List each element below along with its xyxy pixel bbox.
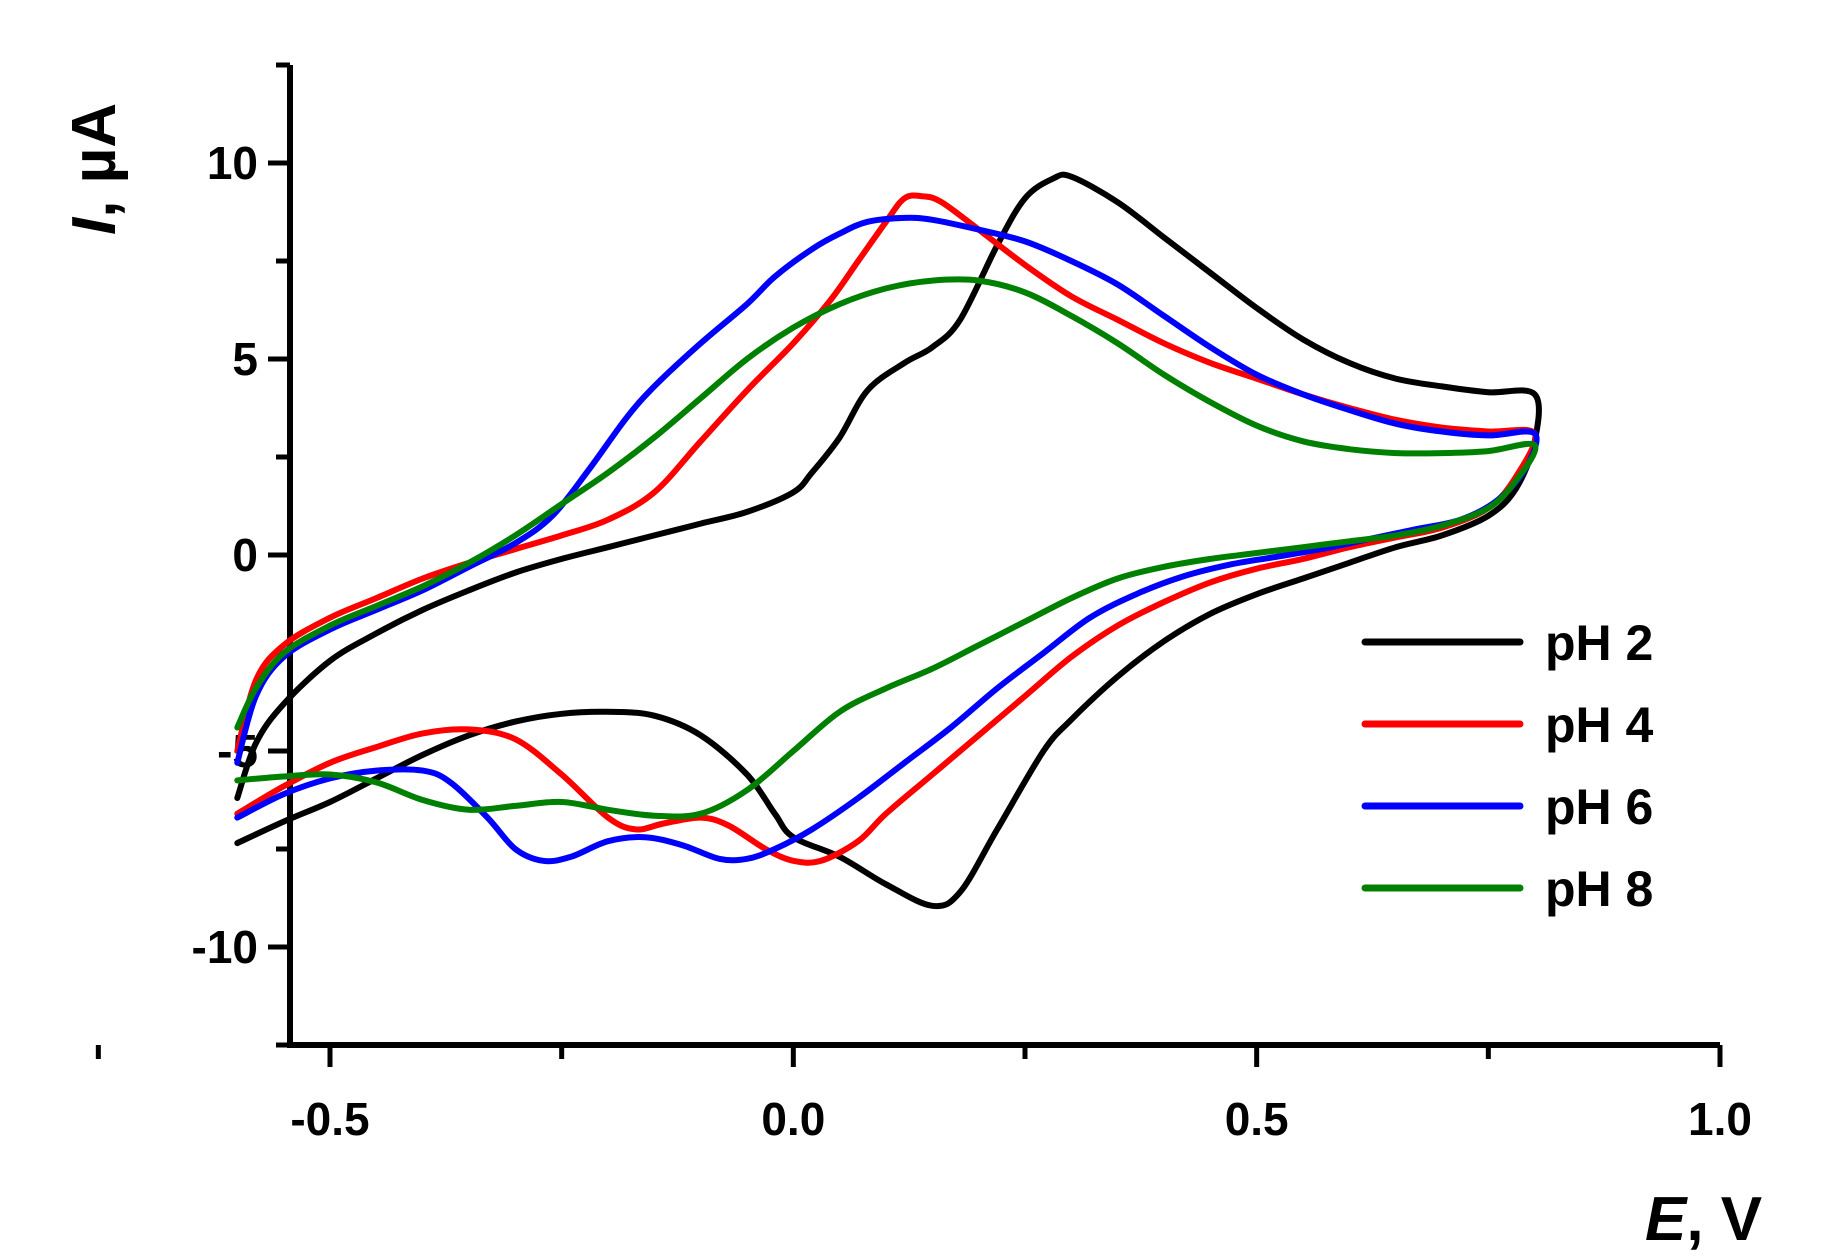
x-axis-title-symbol: E xyxy=(1645,1185,1688,1254)
y-axis-title-symbol: I xyxy=(60,216,129,235)
x-axis-title: E, V xyxy=(1645,1185,1762,1254)
x-tick-label: -0.5 xyxy=(290,1093,369,1145)
legend-label-ph-4: pH 4 xyxy=(1545,697,1654,753)
y-tick-label: 0 xyxy=(232,529,258,581)
plot-area xyxy=(234,171,1542,910)
legend-label-ph-2: pH 2 xyxy=(1545,615,1653,671)
y-tick-label: 10 xyxy=(207,137,258,189)
x-tick-label: 0.0 xyxy=(761,1093,825,1145)
legend: pH 2 pH 4 pH 6 pH 8 xyxy=(1361,615,1654,917)
legend-label-ph-8: pH 8 xyxy=(1545,861,1653,917)
x-tick-label: 1.0 xyxy=(1688,1093,1752,1145)
y-tick-label: -10 xyxy=(192,921,258,973)
y-tick-label: 5 xyxy=(232,333,258,385)
series-line-ph-4 xyxy=(234,192,1539,866)
series-line-ph-2 xyxy=(234,171,1542,910)
y-axis-title-unit: , µA xyxy=(60,103,129,218)
x-axis-title-unit: , V xyxy=(1686,1185,1762,1254)
legend-label-ph-6: pH 6 xyxy=(1545,779,1653,835)
series-line-ph-8 xyxy=(234,276,1539,820)
axis-labels: E, V I, µA xyxy=(60,103,1762,1254)
y-axis-title: I, µA xyxy=(60,103,129,235)
x-tick-label: 0.5 xyxy=(1225,1093,1289,1145)
